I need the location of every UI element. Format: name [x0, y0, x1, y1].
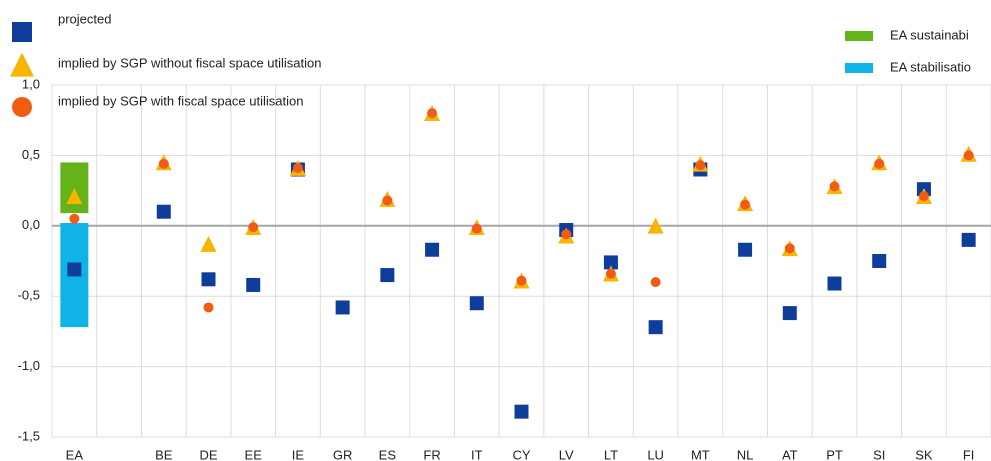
point-circle — [605, 268, 616, 279]
x-tick-label: FR — [423, 447, 440, 461]
legend-label: implied by SGP without fiscal space util… — [58, 55, 322, 70]
point-circle — [695, 160, 706, 171]
legend-marker — [12, 97, 32, 117]
y-tick-label: 0,0 — [22, 217, 40, 232]
legend-label: implied by SGP with fiscal space utilisa… — [58, 93, 303, 108]
legend-swatch — [845, 63, 873, 73]
point-circle — [740, 199, 751, 210]
point-square — [872, 254, 887, 268]
y-tick-label: -0,5 — [18, 288, 40, 303]
point-square — [782, 306, 797, 321]
point-square — [469, 296, 484, 311]
point-circle — [248, 222, 259, 233]
x-tick-label: ES — [379, 447, 397, 461]
y-tick-label: 0,5 — [22, 147, 40, 162]
point-square — [380, 268, 395, 283]
point-square — [156, 204, 171, 219]
x-tick-label: LV — [559, 447, 574, 461]
x-tick-label: LU — [647, 447, 664, 461]
legend-swatch — [845, 31, 873, 41]
point-square — [648, 320, 663, 335]
x-tick-label: IT — [471, 447, 483, 461]
x-tick-label: LT — [604, 447, 618, 461]
point-square — [67, 262, 82, 277]
point-square — [514, 404, 529, 419]
x-tick-label: NL — [737, 447, 754, 461]
point-triangle — [647, 217, 664, 234]
x-tick-label: GR — [333, 447, 353, 461]
y-tick-label: -1,0 — [18, 358, 40, 373]
legend-label: EA sustainabi — [890, 27, 969, 42]
legend-marker — [10, 52, 34, 77]
point-square — [246, 277, 261, 292]
point-circle — [963, 150, 974, 161]
point-circle — [561, 229, 572, 240]
x-tick-label: MT — [691, 447, 710, 461]
point-circle — [650, 277, 661, 288]
legend-label: EA stabilisatio — [890, 59, 971, 74]
x-tick-label: BE — [155, 447, 173, 461]
point-square — [425, 242, 440, 257]
x-tick-label: IE — [292, 447, 305, 461]
x-tick-label: EE — [245, 447, 263, 461]
point-square — [201, 272, 216, 287]
y-tick-label: 1,0 — [22, 76, 40, 91]
x-tick-label: DE — [199, 447, 217, 461]
point-circle — [382, 195, 393, 206]
point-circle — [829, 181, 840, 192]
point-square — [827, 276, 842, 291]
point-circle — [158, 158, 169, 169]
x-tick-label: PT — [826, 447, 843, 461]
point-circle — [471, 223, 482, 234]
point-square — [961, 232, 976, 247]
point-triangle — [200, 235, 217, 252]
point-square — [738, 242, 753, 257]
point-square — [335, 300, 350, 315]
point-circle — [784, 243, 795, 254]
point-square — [603, 255, 618, 270]
point-circle — [516, 275, 527, 286]
point-circle — [918, 191, 929, 202]
point-circle — [874, 158, 885, 169]
x-tick-label: EA — [66, 447, 84, 461]
point-circle — [427, 108, 438, 119]
range-bar — [60, 162, 89, 214]
y-tick-label: -1,5 — [18, 428, 40, 443]
point-circle — [69, 213, 80, 224]
x-tick-label: FI — [963, 447, 975, 461]
x-tick-label: SK — [915, 447, 933, 461]
legend-label: projected — [58, 11, 111, 26]
point-triangle — [66, 188, 83, 205]
x-tick-label: AT — [782, 447, 798, 461]
x-tick-label: CY — [512, 447, 530, 461]
legend-marker — [12, 22, 32, 42]
point-circle — [292, 163, 303, 174]
x-tick-label: SI — [873, 447, 885, 461]
point-circle — [203, 302, 214, 313]
